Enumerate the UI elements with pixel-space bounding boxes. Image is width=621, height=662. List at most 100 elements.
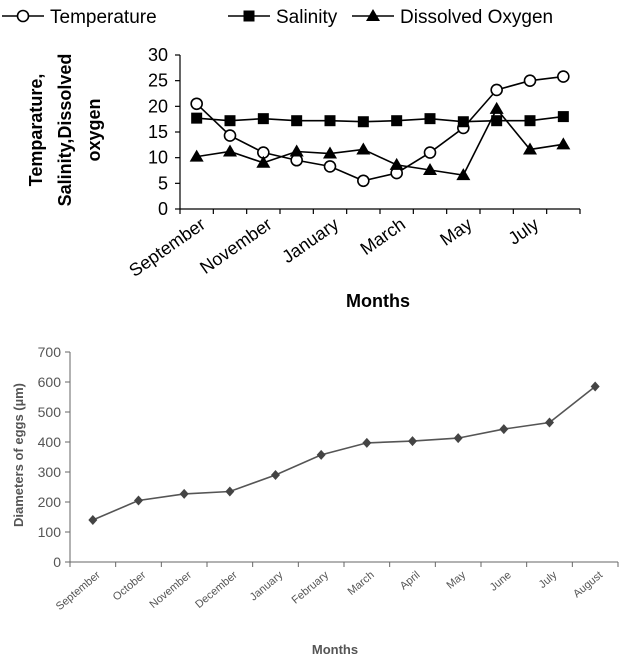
- point-august: [590, 381, 600, 392]
- point-may: [453, 433, 463, 444]
- axes: [65, 351, 619, 567]
- x-tick-label-november: November: [196, 214, 275, 278]
- y-tick-label-10: 10: [148, 148, 168, 168]
- point-temperature-october: [223, 129, 237, 142]
- point-temperature-july: [523, 74, 537, 87]
- point-temperature-february: [357, 174, 370, 188]
- y-tick-label-0: 0: [158, 199, 168, 219]
- point-salinity-september: [191, 112, 203, 124]
- y-axis-label-line-1: Temparature,: [26, 74, 46, 187]
- point-june: [499, 424, 509, 435]
- point-july: [545, 417, 554, 428]
- point-december: [225, 486, 235, 497]
- point-salinity-august: [557, 111, 569, 123]
- point-february: [316, 449, 326, 460]
- point-salinity-october: [224, 115, 236, 127]
- x-tick-label-may: May: [444, 569, 468, 592]
- legend-marker-dissolved-oxygen: [366, 9, 380, 21]
- legend-label-temperature: Temperature: [50, 7, 157, 28]
- y-tick-label-5: 5: [158, 173, 168, 193]
- y-tick-label-20: 20: [148, 96, 168, 116]
- point-temperature-september: [190, 97, 203, 111]
- point-dissolved-oxygen-april: [423, 162, 437, 175]
- y-tick-label-500: 500: [38, 404, 62, 420]
- y-tick-labels: 0 100 200 300 400 500 600 700: [38, 344, 62, 570]
- x-tick-label-june: June: [488, 569, 514, 594]
- axes: [175, 54, 581, 214]
- y-tick-label-30: 30: [148, 45, 168, 65]
- point-salinity-november: [257, 113, 269, 125]
- x-tick-label-may: May: [436, 214, 475, 250]
- point-dissolved-oxygen-september: [189, 149, 204, 162]
- y-tick-label-700: 700: [38, 344, 62, 360]
- x-tick-label-july: July: [537, 569, 560, 591]
- y-tick-label-300: 300: [38, 464, 62, 480]
- x-axis-label: Months: [312, 642, 358, 657]
- line-salinity: [196, 115, 564, 123]
- x-tick-label-october: October: [111, 569, 149, 604]
- y-tick-label-100: 100: [38, 524, 62, 540]
- x-axis-label: Months: [346, 291, 410, 311]
- series-lines: [196, 75, 564, 182]
- y-tick-label-200: 200: [38, 494, 62, 510]
- point-dissolved-oxygen-october: [223, 144, 237, 157]
- x-tick-label-september: September: [54, 569, 103, 613]
- y-axis-label-line-3: oxygen: [84, 98, 104, 161]
- top-chart: Temperature Salinity Dissolved Oxygen 0 5 10…: [2, 7, 581, 311]
- point-salinity-june: [491, 115, 503, 127]
- point-temperature-august: [557, 70, 570, 83]
- legend: Temperature Salinity Dissolved Oxygen: [2, 7, 553, 28]
- x-tick-label-february: February: [290, 569, 332, 607]
- y-tick-label-600: 600: [38, 374, 62, 390]
- point-september: [88, 515, 98, 525]
- legend-label-salinity: Salinity: [276, 7, 338, 28]
- point-salinity-march: [391, 115, 403, 127]
- point-april: [408, 436, 417, 447]
- y-axis-label-line-2: Salinity,Dissolved: [55, 54, 75, 207]
- line-dissolved-oxygen: [196, 107, 564, 176]
- x-tick-label-december: December: [193, 569, 240, 611]
- point-dissolved-oxygen-february: [356, 142, 371, 155]
- line-temperature: [196, 75, 564, 182]
- y-tick-labels: 0 5 10 15 20 25 30: [148, 45, 168, 219]
- point-dissolved-oxygen-may: [456, 168, 471, 181]
- x-tick-labels: September October November December January F…: [54, 569, 605, 613]
- series-markers: [88, 381, 600, 525]
- y-tick-label-25: 25: [148, 71, 168, 91]
- legend-marker-temperature: [16, 9, 30, 23]
- x-tick-label-september: September: [125, 214, 209, 281]
- x-tick-label-november: November: [148, 569, 195, 611]
- point-dissolved-oxygen-november: [256, 155, 271, 168]
- point-salinity-april: [424, 113, 436, 125]
- point-salinity-february: [357, 116, 369, 128]
- x-tick-label-january: January: [278, 214, 342, 267]
- legend-label-dissolved-oxygen: Dissolved Oxygen: [400, 7, 553, 28]
- y-tick-label-400: 400: [38, 434, 62, 450]
- point-march: [362, 437, 372, 448]
- point-temperature-june: [490, 83, 503, 97]
- point-january: [271, 470, 280, 480]
- x-tick-label-january: January: [248, 569, 286, 604]
- x-tick-label-march: March: [357, 214, 409, 259]
- line-egg-diameter: [92, 385, 596, 521]
- point-temperature-january: [323, 160, 337, 173]
- point-salinity-january: [324, 115, 336, 127]
- series-line: [92, 385, 596, 521]
- point-dissolved-oxygen-june: [489, 101, 504, 114]
- bottom-chart: 0 100 200 300 400 500 600 700 September October N…: [11, 344, 619, 657]
- point-dissolved-oxygen-august: [556, 137, 571, 150]
- point-dissolved-oxygen-march: [389, 157, 404, 170]
- point-dissolved-oxygen-december: [289, 144, 304, 157]
- x-tick-label-april: April: [398, 569, 423, 592]
- point-november: [179, 488, 189, 499]
- x-tick-label-march: March: [346, 569, 377, 598]
- x-tick-label-august: August: [571, 569, 605, 600]
- point-salinity-may: [457, 116, 469, 128]
- point-salinity-july: [524, 115, 536, 127]
- y-tick-label-0: 0: [53, 554, 61, 570]
- point-dissolved-oxygen-july: [523, 142, 537, 155]
- point-october: [134, 495, 143, 506]
- point-temperature-april: [423, 146, 437, 159]
- series-markers: [189, 70, 571, 188]
